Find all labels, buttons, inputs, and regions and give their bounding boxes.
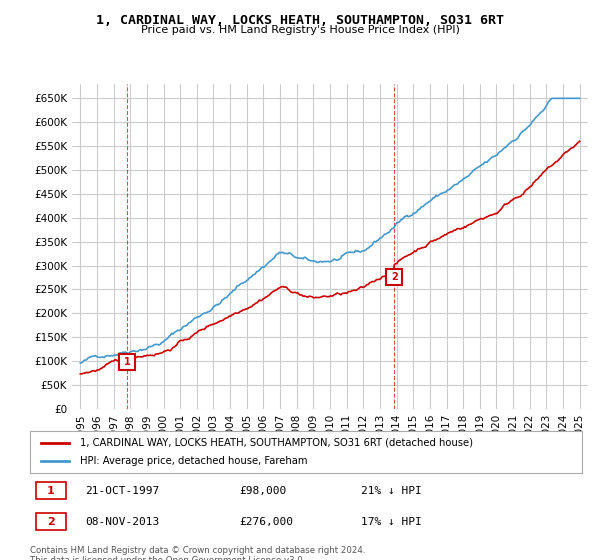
Text: Contains HM Land Registry data © Crown copyright and database right 2024.
This d: Contains HM Land Registry data © Crown c… [30,546,365,560]
Text: 2: 2 [47,516,55,526]
Text: 21-OCT-1997: 21-OCT-1997 [85,486,160,496]
Text: Price paid vs. HM Land Registry's House Price Index (HPI): Price paid vs. HM Land Registry's House … [140,25,460,35]
Text: 1, CARDINAL WAY, LOCKS HEATH, SOUTHAMPTON, SO31 6RT: 1, CARDINAL WAY, LOCKS HEATH, SOUTHAMPTO… [96,14,504,27]
Text: £276,000: £276,000 [240,516,294,526]
Text: 1, CARDINAL WAY, LOCKS HEATH, SOUTHAMPTON, SO31 6RT (detached house): 1, CARDINAL WAY, LOCKS HEATH, SOUTHAMPTO… [80,438,473,448]
Text: HPI: Average price, detached house, Fareham: HPI: Average price, detached house, Fare… [80,456,307,466]
Text: 21% ↓ HPI: 21% ↓ HPI [361,486,422,496]
Text: 1: 1 [124,357,130,367]
Text: 1: 1 [47,486,55,496]
FancyBboxPatch shape [35,513,66,530]
FancyBboxPatch shape [35,482,66,500]
Text: 2: 2 [391,272,398,282]
Text: 08-NOV-2013: 08-NOV-2013 [85,516,160,526]
Text: 17% ↓ HPI: 17% ↓ HPI [361,516,422,526]
Text: £98,000: £98,000 [240,486,287,496]
